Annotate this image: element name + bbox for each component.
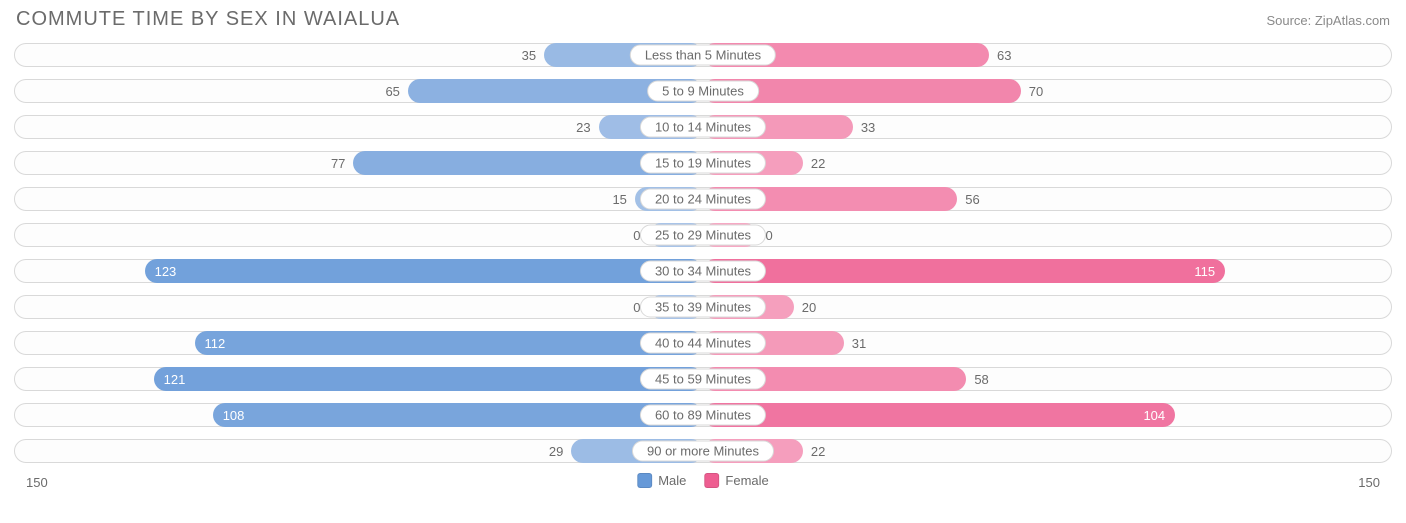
- male-half: 0: [22, 223, 703, 247]
- female-value: 22: [803, 444, 833, 459]
- female-value: 115: [1194, 264, 1215, 279]
- female-value: 31: [844, 336, 874, 351]
- female-half: 20: [703, 295, 1384, 319]
- category-label: 35 to 39 Minutes: [640, 297, 766, 318]
- female-half: 22: [703, 439, 1384, 463]
- chart-row: 0 20 35 to 39 Minutes: [14, 291, 1392, 323]
- legend-label-male: Male: [658, 473, 686, 488]
- category-label: 20 to 24 Minutes: [640, 189, 766, 210]
- male-half: 35: [22, 43, 703, 67]
- male-half: 0: [22, 295, 703, 319]
- male-bar: 108: [213, 403, 703, 427]
- male-half: 15: [22, 187, 703, 211]
- category-label: 40 to 44 Minutes: [640, 333, 766, 354]
- male-value: 65: [377, 84, 407, 99]
- chart-row: 29 22 90 or more Minutes: [14, 435, 1392, 467]
- male-bar: 112: [195, 331, 703, 355]
- swatch-male: [637, 473, 652, 488]
- chart-row: 108 104 60 to 89 Minutes: [14, 399, 1392, 431]
- female-value: 58: [966, 372, 996, 387]
- male-half: 23: [22, 115, 703, 139]
- male-value: 77: [323, 156, 353, 171]
- female-half: 58: [703, 367, 1384, 391]
- legend-label-female: Female: [725, 473, 768, 488]
- female-bar: 115: [703, 259, 1225, 283]
- chart-row: 112 31 40 to 44 Minutes: [14, 327, 1392, 359]
- axis-max-left: 150: [26, 475, 48, 490]
- male-value: 112: [205, 336, 226, 351]
- female-value: 20: [794, 300, 824, 315]
- category-label: 5 to 9 Minutes: [647, 81, 759, 102]
- female-half: 104: [703, 403, 1384, 427]
- chart-row: 0025 to 29 Minutes: [14, 219, 1392, 251]
- female-half: 0: [703, 223, 1384, 247]
- category-label: 60 to 89 Minutes: [640, 405, 766, 426]
- female-half: 56: [703, 187, 1384, 211]
- chart-row: 23 33 10 to 14 Minutes: [14, 111, 1392, 143]
- female-value: 56: [957, 192, 987, 207]
- axis-max-right: 150: [1358, 475, 1380, 490]
- female-value: 70: [1021, 84, 1051, 99]
- category-label: 30 to 34 Minutes: [640, 261, 766, 282]
- legend-item-female: Female: [704, 473, 768, 488]
- female-half: 33: [703, 115, 1384, 139]
- female-value: 22: [803, 156, 833, 171]
- chart-row: 123 115 30 to 34 Minutes: [14, 255, 1392, 287]
- male-half: 29: [22, 439, 703, 463]
- female-value: 104: [1143, 408, 1165, 423]
- category-label: 45 to 59 Minutes: [640, 369, 766, 390]
- male-half: 123: [22, 259, 703, 283]
- legend-item-male: Male: [637, 473, 686, 488]
- category-label: 25 to 29 Minutes: [640, 225, 766, 246]
- male-half: 65: [22, 79, 703, 103]
- diverging-bar-chart: 35 63 Less than 5 Minutes 65 70 5 to 9 Minute…: [14, 39, 1392, 467]
- category-label: 10 to 14 Minutes: [640, 117, 766, 138]
- chart-row: 121 58 45 to 59 Minutes: [14, 363, 1392, 395]
- male-value: 23: [568, 120, 598, 135]
- male-half: 108: [22, 403, 703, 427]
- chart-title: COMMUTE TIME BY SEX IN WAIALUA: [16, 8, 400, 31]
- male-value: 35: [514, 48, 544, 63]
- female-half: 115: [703, 259, 1384, 283]
- category-label: Less than 5 Minutes: [630, 45, 776, 66]
- male-value: 15: [604, 192, 634, 207]
- chart-row: 35 63 Less than 5 Minutes: [14, 39, 1392, 71]
- legend: Male Female: [637, 473, 769, 488]
- female-half: 63: [703, 43, 1384, 67]
- male-half: 121: [22, 367, 703, 391]
- male-value: 108: [223, 408, 245, 423]
- male-half: 77: [22, 151, 703, 175]
- male-bar: 121: [154, 367, 703, 391]
- female-half: 31: [703, 331, 1384, 355]
- female-bar: 104: [703, 403, 1175, 427]
- category-label: 90 or more Minutes: [632, 441, 774, 462]
- male-value: 121: [164, 372, 186, 387]
- male-value: 29: [541, 444, 571, 459]
- female-value: 33: [853, 120, 883, 135]
- chart-row: 77 22 15 to 19 Minutes: [14, 147, 1392, 179]
- swatch-female: [704, 473, 719, 488]
- female-half: 22: [703, 151, 1384, 175]
- source-attribution: Source: ZipAtlas.com: [1266, 13, 1390, 28]
- chart-row: 15 56 20 to 24 Minutes: [14, 183, 1392, 215]
- female-half: 70: [703, 79, 1384, 103]
- male-bar: 123: [145, 259, 703, 283]
- chart-row: 65 70 5 to 9 Minutes: [14, 75, 1392, 107]
- male-half: 112: [22, 331, 703, 355]
- female-value: 63: [989, 48, 1019, 63]
- male-value: 123: [155, 264, 177, 279]
- category-label: 15 to 19 Minutes: [640, 153, 766, 174]
